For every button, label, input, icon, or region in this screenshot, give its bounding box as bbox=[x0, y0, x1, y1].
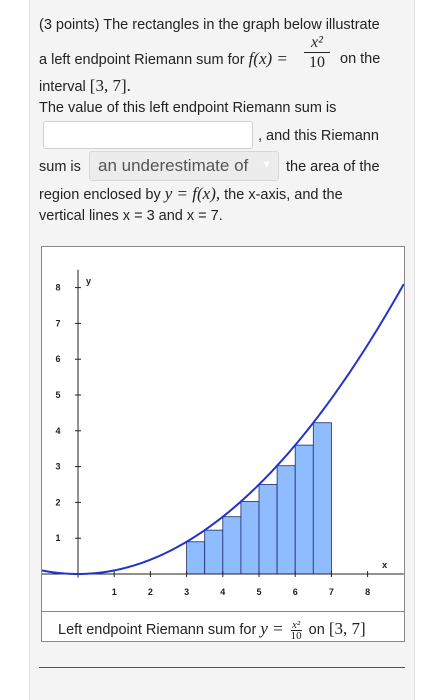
y-tick-label-7: 7 bbox=[55, 318, 60, 328]
riemann-rect-4 bbox=[240, 501, 260, 575]
y-tick-label-8: 8 bbox=[55, 283, 60, 293]
func-lhs: f(x) = bbox=[248, 49, 288, 68]
riemann-rect-3 bbox=[222, 516, 242, 575]
x-axis-label: x bbox=[382, 560, 387, 570]
chevron-down-icon: ▼ bbox=[261, 159, 272, 171]
interval-label: interval bbox=[39, 79, 86, 95]
caption-interval: [3, 7] bbox=[328, 619, 366, 638]
y-tick-label-5: 5 bbox=[55, 390, 60, 400]
sum-is-label: sum is bbox=[39, 159, 81, 175]
x-tick-label-3: 3 bbox=[184, 587, 189, 597]
x-tick-label-4: 4 bbox=[220, 587, 225, 597]
interval-value: [3, 7]. bbox=[89, 76, 131, 95]
question-line-8: vertical lines x = 3 and x = 7. bbox=[39, 208, 223, 224]
caption-fraction: x² 10 bbox=[290, 618, 302, 642]
y-tick-label-1: 1 bbox=[55, 533, 60, 543]
x-tick-label-2: 2 bbox=[148, 587, 153, 597]
question-line-3: interval [3, 7]. bbox=[39, 76, 131, 97]
x-tick-label-8: 8 bbox=[365, 587, 370, 597]
caption-divider bbox=[42, 611, 404, 612]
graph-caption: Left endpoint Riemann sum for y = x² 10 … bbox=[58, 619, 366, 641]
riemann-rect-6 bbox=[276, 465, 296, 575]
estimate-select[interactable]: an underestimate of ▼ bbox=[89, 151, 279, 181]
caption-frac-num: x² bbox=[292, 618, 301, 631]
riemann-rect-2 bbox=[204, 529, 224, 575]
x-tick-label-6: 6 bbox=[293, 587, 298, 597]
y-tick-label-3: 3 bbox=[55, 462, 60, 472]
caption-prefix: Left endpoint Riemann sum for bbox=[58, 622, 257, 638]
region-suffix: the x-axis, and the bbox=[224, 187, 343, 203]
riemann-rect-5 bbox=[258, 484, 278, 575]
riemann-sum-answer-input[interactable] bbox=[43, 121, 253, 149]
region-math: y = f(x), bbox=[164, 184, 221, 203]
y-axis-label: y bbox=[86, 276, 91, 286]
y-tick-label-2: 2 bbox=[55, 497, 60, 507]
points-label: (3 points) bbox=[39, 17, 100, 33]
y-tick-label-6: 6 bbox=[55, 354, 60, 364]
after-select-text: the area of the bbox=[286, 159, 380, 175]
riemann-rect-1 bbox=[186, 541, 206, 575]
question-line-2: a left endpoint Riemann sum for f(x) = bbox=[39, 49, 288, 70]
func-fraction: x² 10 bbox=[304, 34, 330, 71]
x-tick-label-7: 7 bbox=[329, 587, 334, 597]
y-tick-label-4: 4 bbox=[55, 426, 60, 436]
frac-numerator: x² bbox=[311, 34, 323, 51]
func-prefix: a left endpoint Riemann sum for bbox=[39, 52, 245, 68]
question-intro: The rectangles in the graph below illust… bbox=[103, 17, 380, 33]
func-suffix: on the bbox=[340, 51, 381, 67]
riemann-chart: 1 2 3 4 5 6 7 8 1 2 3 4 5 6 7 8 y x bbox=[42, 269, 404, 597]
graph-panel: 1 2 3 4 5 6 7 8 1 2 3 4 5 6 7 8 y x Left endpoint Riema… bbox=[41, 246, 405, 642]
caption-y: y = bbox=[260, 619, 284, 638]
after-answer-text: , and this Riemann bbox=[258, 128, 379, 144]
caption-frac-bar bbox=[290, 629, 302, 631]
function-curve bbox=[42, 283, 404, 576]
x-tick-label-1: 1 bbox=[112, 587, 117, 597]
question-line-1: (3 points) The rectangles in the graph b… bbox=[39, 15, 380, 35]
estimate-select-value: an underestimate of bbox=[98, 156, 249, 175]
bottom-divider bbox=[39, 667, 405, 668]
caption-frac-den: 10 bbox=[290, 629, 302, 642]
x-tick-label-5: 5 bbox=[256, 587, 261, 597]
frac-bar bbox=[304, 52, 330, 53]
frac-denominator: 10 bbox=[309, 54, 325, 71]
riemann-rect-7 bbox=[294, 444, 314, 575]
riemann-rect-8 bbox=[312, 422, 332, 575]
question-line-4: The value of this left endpoint Riemann … bbox=[39, 100, 337, 116]
region-prefix: region enclosed by bbox=[39, 187, 161, 203]
question-line-7: region enclosed by y = f(x), the x-axis,… bbox=[39, 184, 343, 205]
caption-suffix: on bbox=[308, 622, 325, 638]
